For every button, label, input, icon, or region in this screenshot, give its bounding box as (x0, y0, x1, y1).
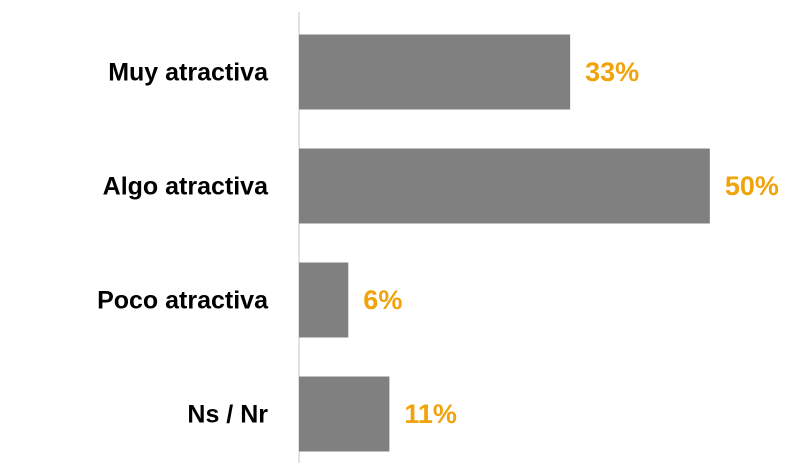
value-label: 11% (404, 399, 457, 429)
category-label: Muy atractiva (108, 59, 269, 87)
category-label: Ns / Nr (187, 401, 268, 429)
value-label: 33% (585, 57, 639, 87)
category-label: Poco atractiva (97, 287, 269, 315)
bar (299, 148, 710, 224)
bar (299, 262, 349, 338)
bar (299, 34, 571, 110)
value-label: 50% (725, 171, 779, 201)
value-label: 6% (363, 285, 402, 315)
bar (299, 376, 390, 452)
category-label: Algo atractiva (103, 173, 269, 201)
